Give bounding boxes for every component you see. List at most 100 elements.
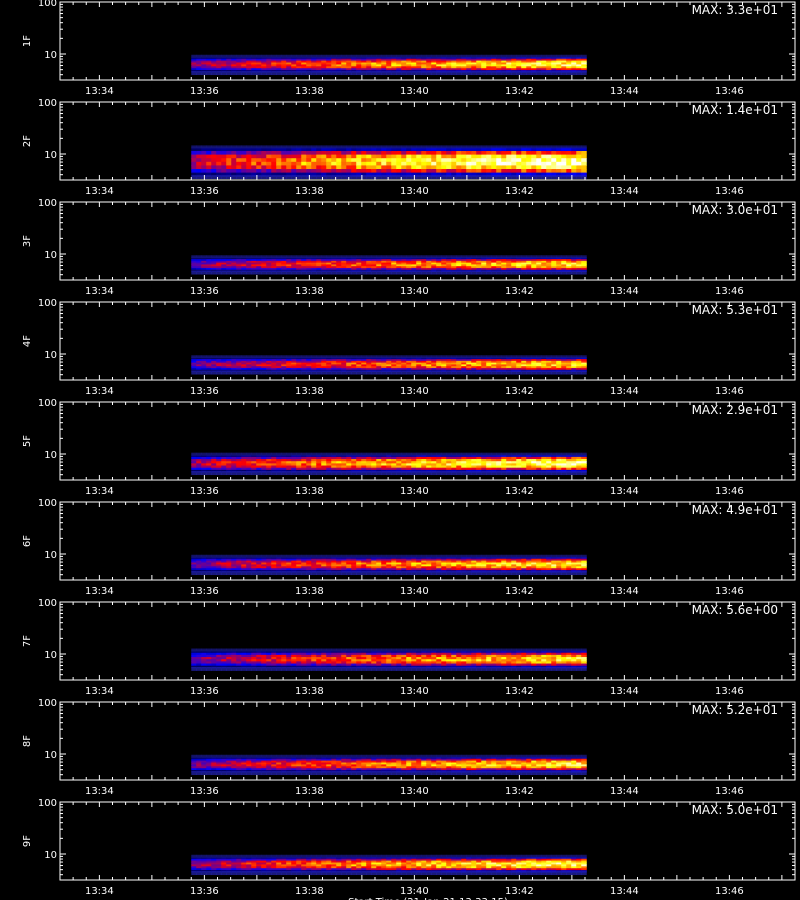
spectrogram-cell <box>281 564 287 567</box>
spectrogram-cell <box>351 257 357 260</box>
spectrogram-halo <box>286 355 292 359</box>
spectrogram-cell <box>581 267 587 271</box>
spectrogram-cell <box>286 463 292 467</box>
spectrogram-halo <box>446 255 452 259</box>
spectrogram-cell <box>371 456 377 460</box>
spectrogram-cell <box>196 467 202 471</box>
spectrogram-cell <box>221 556 227 560</box>
spectrogram-cell <box>331 147 337 152</box>
spectrogram-cell <box>551 465 557 469</box>
spectrogram-cell <box>241 257 247 260</box>
spectrogram-cell <box>296 56 302 60</box>
spectrogram-cell <box>496 154 502 159</box>
spectrogram-cell <box>326 367 332 371</box>
spectrogram-cell <box>256 56 262 60</box>
spectrogram-cell <box>286 267 292 271</box>
spectrogram-cell <box>221 562 227 565</box>
spectrogram-cell <box>246 262 252 265</box>
spectrogram-cell <box>206 267 212 271</box>
spectrogram-cell <box>561 364 567 367</box>
spectrogram-halo <box>476 370 482 375</box>
spectrogram-halo <box>201 355 207 359</box>
spectrogram-halo <box>481 370 487 375</box>
spectrogram-cell <box>291 68 297 71</box>
spectrogram-cell <box>361 266 367 269</box>
spectrogram-cell <box>446 259 452 262</box>
spectrogram-cell <box>551 60 557 63</box>
spectrogram-halo <box>431 270 437 275</box>
spectrogram-cell <box>246 456 252 460</box>
spectrogram-cell <box>236 58 242 62</box>
panel-2f: 13:34 13:36 13:38 13:40 13:42 13:44 13:4610010… <box>22 98 796 197</box>
spectrogram-halo <box>566 355 572 359</box>
spectrogram-cell <box>496 465 502 469</box>
spectrogram-halo <box>206 554 212 558</box>
spectrogram-cell <box>236 165 242 170</box>
spectrogram-cell <box>531 461 537 464</box>
spectrogram-cell <box>216 568 222 571</box>
spectrogram-cell <box>531 154 537 159</box>
spectrogram-cell <box>316 172 322 177</box>
spectrogram-halo <box>221 145 227 149</box>
spectrogram-cell <box>216 58 222 62</box>
spectrogram-cell <box>451 66 457 69</box>
spectrogram-cell <box>196 257 202 260</box>
spectrogram-cell <box>541 262 547 265</box>
spectrogram-cell <box>466 62 472 65</box>
spectrogram-cell <box>421 169 427 174</box>
spectrogram-halo <box>191 571 197 576</box>
spectrogram-halo <box>496 471 502 476</box>
spectrogram-halo <box>541 175 547 179</box>
spectrogram-halo <box>471 145 477 149</box>
spectrogram-cell <box>446 461 452 464</box>
spectrogram-cell <box>301 367 307 371</box>
spectrogram-cell <box>491 262 497 265</box>
spectrogram-cell <box>556 66 562 69</box>
spectrogram-halo <box>376 175 382 179</box>
spectrogram-cell <box>496 364 502 367</box>
spectrogram-halo <box>241 452 247 456</box>
spectrogram-cell <box>421 257 427 260</box>
spectrogram-cell <box>446 169 452 174</box>
spectrogram-cell <box>261 364 267 367</box>
spectrogram-cell <box>526 62 532 65</box>
spectrogram-cell <box>436 260 442 264</box>
spectrogram-cell <box>381 362 387 365</box>
spectrogram-cell <box>246 357 252 360</box>
spectrogram-cell <box>191 566 197 569</box>
spectrogram-cell <box>331 257 337 260</box>
spectrogram-halo <box>231 54 237 58</box>
spectrogram-cell <box>346 266 352 269</box>
spectrogram-cell <box>451 58 457 62</box>
spectrogram-halo <box>491 370 497 375</box>
spectrogram-halo <box>541 471 547 476</box>
spectrogram-cell <box>351 357 357 360</box>
spectrogram-cell <box>481 266 487 269</box>
spectrogram-cell <box>401 459 407 462</box>
spectrogram-cell <box>536 360 542 364</box>
spectrogram-cell <box>276 165 282 170</box>
spectrogram-cell <box>251 259 257 262</box>
spectrogram-cell <box>241 357 247 360</box>
spectrogram-cell <box>306 154 312 159</box>
spectrogram-cell <box>441 257 447 260</box>
spectrogram-cell <box>516 62 522 65</box>
spectrogram-cell <box>456 58 462 62</box>
spectrogram-halo <box>301 71 307 76</box>
spectrogram-cell <box>286 56 292 60</box>
spectrogram-cell <box>261 62 267 65</box>
spectrogram-halo <box>301 145 307 149</box>
spectrogram-cell <box>306 564 312 567</box>
spectrogram-cell <box>271 266 277 269</box>
spectrogram-cell <box>306 562 312 565</box>
spectrogram-cell <box>231 257 237 260</box>
spectrogram-halo <box>396 452 402 456</box>
spectrogram-cell <box>456 262 462 265</box>
spectrogram-cell <box>291 62 297 65</box>
spectrogram-halo <box>571 255 577 259</box>
spectrogram-cell <box>521 257 527 260</box>
spectrogram-cell <box>416 151 422 156</box>
spectrogram-cell <box>301 64 307 67</box>
spectrogram-cell <box>491 154 497 159</box>
spectrogram-cell <box>576 366 582 369</box>
